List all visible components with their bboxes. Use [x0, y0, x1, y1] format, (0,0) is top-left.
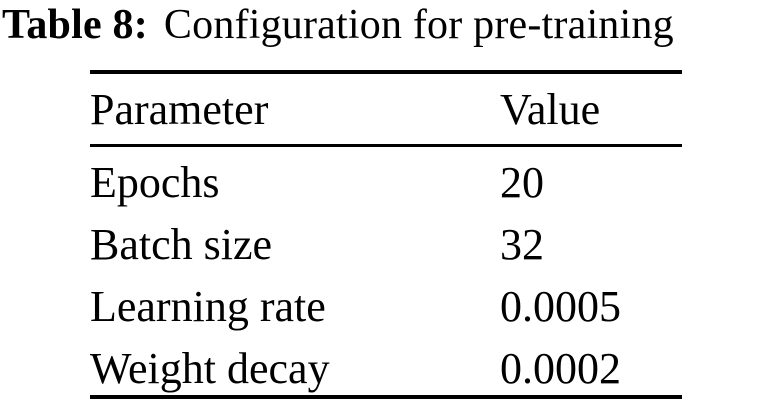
parameter-cell: Epochs — [90, 146, 500, 210]
table-row: Weight decay 0.0002 — [90, 333, 682, 399]
value-text: 20 — [500, 157, 544, 207]
config-table-header: Parameter Value — [90, 70, 682, 147]
column-header-value: Value — [500, 70, 682, 147]
table-caption: Table 8: Configuration for pre-training — [2, 0, 674, 50]
column-header-parameter: Parameter — [90, 70, 500, 147]
table-row: Batch size 32 — [90, 209, 682, 271]
parameter-text: Batch size — [90, 219, 273, 269]
value-cell: 0.0002 — [500, 333, 682, 399]
table-row: Learning rate 0.0005 — [90, 271, 682, 333]
config-table: Parameter Value Epochs 20 Batch size 32 — [90, 70, 682, 399]
value-text: 0.0005 — [500, 281, 621, 331]
header-row: Parameter Value — [90, 70, 682, 147]
value-text: 0.0002 — [500, 343, 621, 393]
value-cell: 20 — [500, 146, 682, 210]
table-row: Epochs 20 — [90, 146, 682, 210]
value-cell: 0.0005 — [500, 271, 682, 333]
table-caption-label: Table 8: — [2, 2, 148, 48]
parameter-text: Epochs — [90, 157, 220, 207]
parameter-text: Weight decay — [90, 343, 330, 393]
table-caption-text: Configuration for pre-training — [163, 2, 674, 48]
parameter-cell: Batch size — [90, 209, 500, 271]
value-cell: 32 — [500, 209, 682, 271]
value-text: 32 — [500, 219, 544, 269]
parameter-cell: Learning rate — [90, 271, 500, 333]
config-table-body: Epochs 20 Batch size 32 Learning rate — [90, 146, 682, 399]
parameter-text: Learning rate — [90, 281, 326, 331]
parameter-cell: Weight decay — [90, 333, 500, 399]
